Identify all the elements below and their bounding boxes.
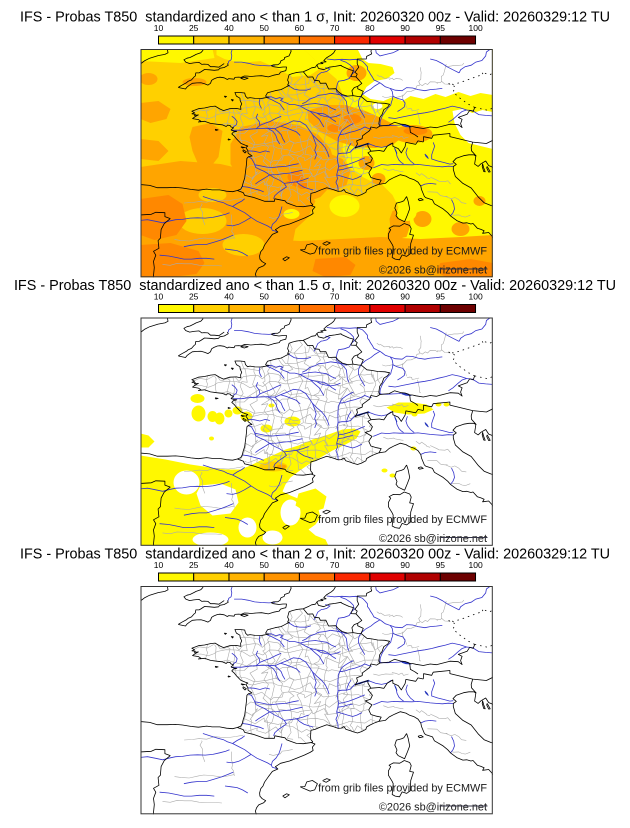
svg-text:10: 10	[154, 292, 164, 302]
svg-text:©2026 sb@irizone.net: ©2026 sb@irizone.net	[379, 802, 487, 814]
svg-text:80: 80	[365, 292, 375, 302]
svg-text:80: 80	[365, 23, 375, 33]
svg-text:70: 70	[330, 292, 340, 302]
svg-text:40: 40	[224, 560, 234, 570]
svg-text:50: 50	[259, 560, 269, 570]
svg-text:10: 10	[154, 23, 164, 33]
svg-text:40: 40	[224, 292, 234, 302]
svg-text:60: 60	[295, 292, 305, 302]
svg-text:40: 40	[224, 23, 234, 33]
svg-text:10: 10	[154, 560, 164, 570]
svg-text:90: 90	[400, 292, 410, 302]
svg-text:25: 25	[189, 292, 199, 302]
svg-text:95: 95	[436, 292, 446, 302]
svg-text:IFS - Probas T850 standardize: IFS - Probas T850 standardized ano < tha…	[20, 547, 610, 563]
svg-text:95: 95	[436, 23, 446, 33]
svg-text:90: 90	[400, 560, 410, 570]
svg-text:©2026 sb@irizone.net: ©2026 sb@irizone.net	[379, 533, 487, 545]
svg-text:50: 50	[259, 23, 269, 33]
svg-text:from grib files provided by EC: from grib files provided by ECMWF	[318, 783, 487, 795]
svg-text:from grib files provided by EC: from grib files provided by ECMWF	[318, 514, 487, 526]
svg-text:IFS - Probas T850 standardize: IFS - Probas T850 standardized ano < tha…	[14, 278, 616, 294]
svg-text:70: 70	[330, 23, 340, 33]
svg-text:from grib files provided by EC: from grib files provided by ECMWF	[318, 246, 487, 258]
svg-text:100: 100	[469, 560, 483, 570]
svg-text:IFS - Probas T850 standardize: IFS - Probas T850 standardized ano < tha…	[20, 10, 610, 26]
svg-text:60: 60	[295, 23, 305, 33]
svg-text:100: 100	[469, 23, 483, 33]
svg-text:70: 70	[330, 560, 340, 570]
svg-text:©2026 sb@irizone.net: ©2026 sb@irizone.net	[379, 265, 487, 277]
svg-text:50: 50	[259, 292, 269, 302]
svg-text:90: 90	[400, 23, 410, 33]
svg-text:60: 60	[295, 560, 305, 570]
svg-text:95: 95	[436, 560, 446, 570]
svg-text:100: 100	[469, 292, 483, 302]
svg-text:25: 25	[189, 560, 199, 570]
svg-text:80: 80	[365, 560, 375, 570]
svg-text:25: 25	[189, 23, 199, 33]
